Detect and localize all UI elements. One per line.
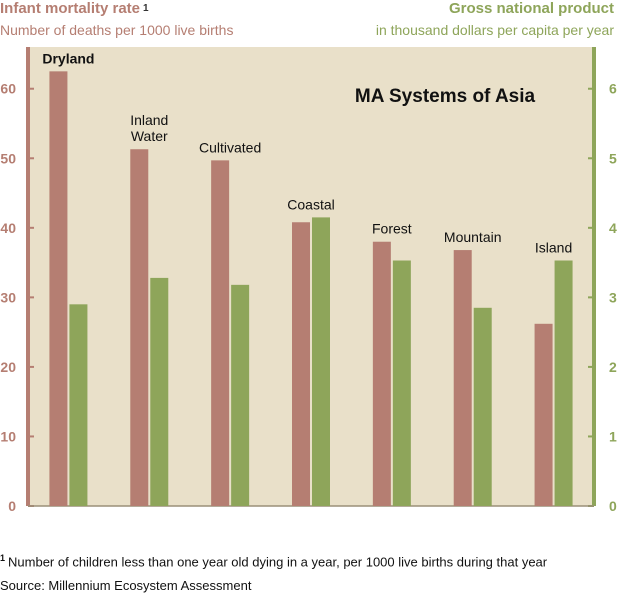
left-tick-label: 50 (0, 150, 16, 166)
chart-title: MA Systems of Asia (355, 86, 536, 107)
footnote: 1 Number of children less than one year o… (0, 553, 547, 569)
category-label: Forest (372, 221, 412, 237)
bar-gnp (69, 304, 88, 506)
plot-area (28, 47, 594, 506)
right-tick-label: 2 (609, 359, 617, 375)
left-tick-label: 10 (0, 428, 16, 444)
footnote-text: Number of children less than one year ol… (8, 554, 548, 570)
bar-gnp (312, 217, 330, 507)
left-axis-subtitle: Number of deaths per 1000 live births (0, 22, 234, 38)
bar-gnp (231, 284, 250, 506)
category-label: Water (131, 128, 168, 144)
category-label: Island (535, 240, 572, 256)
category-label: Dryland (42, 50, 94, 66)
right-tick-label: 6 (609, 81, 617, 97)
right-axis-title: Gross national product (448, 0, 614, 17)
bar-infant-mortality (453, 250, 472, 506)
left-tick-label: 30 (0, 289, 16, 305)
source-note: Source: Millennium Ecosystem Assessment (0, 578, 252, 593)
bar-gnp (473, 307, 492, 506)
left-tick-label: 20 (0, 359, 16, 375)
category-label: Cultivated (199, 139, 261, 155)
bar-infant-mortality (130, 149, 149, 506)
right-tick-label: 0 (609, 498, 617, 514)
category-label: Mountain (444, 229, 502, 245)
bar-infant-mortality (211, 160, 230, 507)
right-tick-label: 4 (609, 220, 617, 236)
right-tick-label: 5 (609, 150, 617, 166)
bar-infant-mortality (534, 323, 553, 506)
left-tick-label: 60 (0, 81, 16, 97)
left-axis-title: Infant mortality rate (0, 0, 141, 17)
bar-infant-mortality (49, 71, 68, 506)
left-tick-label: 0 (8, 498, 16, 514)
right-tick-label: 1 (609, 428, 617, 444)
right-axis-header: Gross national product in thousand dolla… (376, 0, 614, 39)
left-title-footnote-mark: 1 (143, 3, 149, 14)
category-label: Inland (130, 112, 168, 128)
left-axis-header: Infant mortality rate 1 Number of deaths … (0, 0, 233, 39)
bar-infant-mortality (372, 241, 391, 506)
footnote-mark: 1 (0, 553, 6, 563)
bar-infant-mortality (292, 222, 310, 506)
right-tick-label: 3 (609, 289, 617, 305)
bar-gnp (150, 277, 169, 506)
bar-gnp (392, 260, 411, 506)
left-tick-label: 40 (0, 220, 16, 236)
right-axis-subtitle: in thousand dollars per capita per year (375, 22, 614, 38)
category-label: Coastal (287, 196, 334, 212)
bar-gnp (554, 260, 573, 506)
